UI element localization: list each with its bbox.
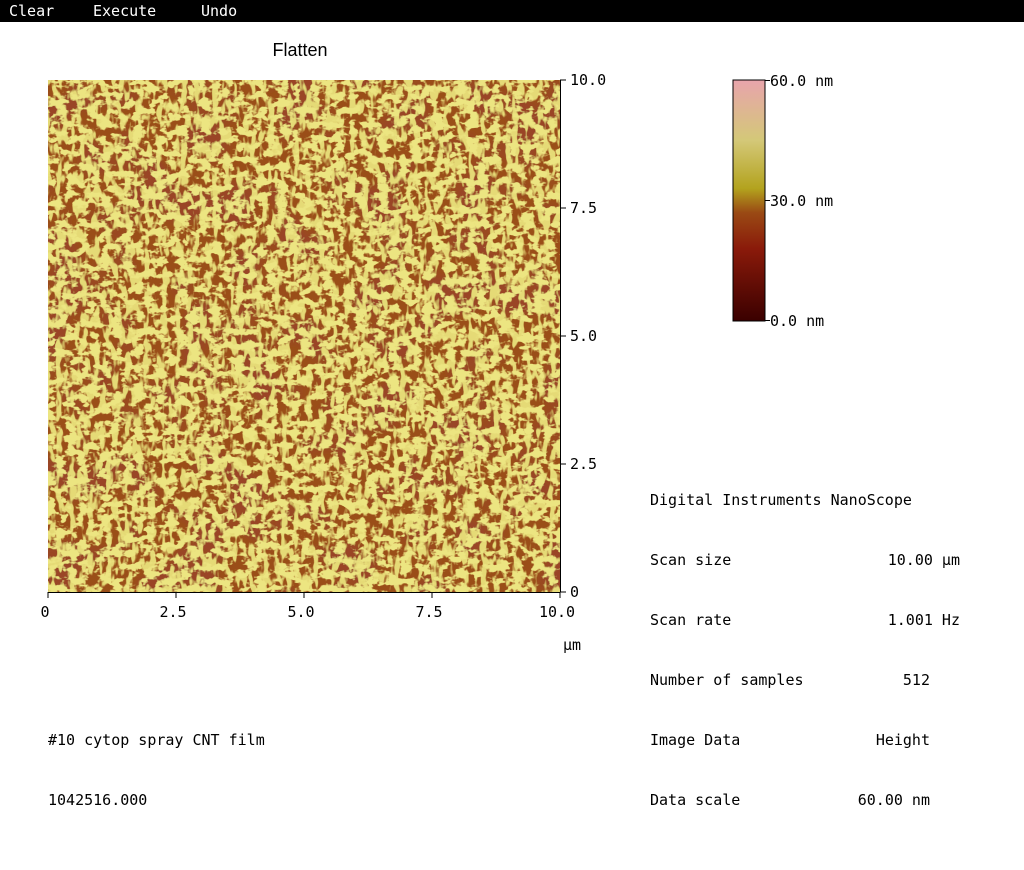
x-tick-label: 7.5 bbox=[415, 603, 442, 621]
info-row: Scan rate 1.001 Hz bbox=[650, 610, 960, 630]
info-header: Digital Instruments NanoScope bbox=[650, 491, 912, 509]
x-tick-label: 10.0 bbox=[539, 603, 575, 621]
color-scale-bar: 60.0 nm 30.0 nm 0.0 nm bbox=[732, 72, 833, 330]
colorbar-min-label: 0.0 nm bbox=[770, 312, 824, 330]
info-value: 1.001 Hz bbox=[887, 611, 960, 629]
x-axis-ticks: 0 2.5 5.0 7.5 10.0 bbox=[40, 592, 575, 621]
colorbar-mid-label: 30.0 nm bbox=[770, 192, 833, 210]
y-tick-label: 5.0 bbox=[570, 327, 597, 345]
info-label: Scan rate bbox=[650, 611, 732, 629]
info-row: Scan size 10.00 µm bbox=[650, 550, 960, 570]
colorbar-max-label: 60.0 nm bbox=[770, 72, 833, 90]
scan-info-panel: Digital Instruments NanoScope Scan size … bbox=[650, 450, 960, 830]
y-tick-label: 0 bbox=[570, 583, 579, 601]
info-label: Data scale bbox=[650, 791, 741, 809]
info-value: Height bbox=[875, 731, 930, 749]
menu-bar: Clear Execute Undo bbox=[0, 0, 1024, 22]
y-tick-label: 10.0 bbox=[570, 71, 606, 89]
menu-undo[interactable]: Undo bbox=[201, 2, 238, 20]
file-caption: #10 cytop spray CNT film 1042516.000 bbox=[48, 690, 265, 830]
x-tick-label: 5.0 bbox=[287, 603, 314, 621]
menu-execute[interactable]: Execute bbox=[93, 2, 157, 20]
info-row: Image Data Height bbox=[650, 730, 960, 750]
info-value: 60.00 nm bbox=[857, 791, 930, 809]
image-title: Flatten bbox=[272, 40, 328, 60]
y-tick-label: 7.5 bbox=[570, 199, 597, 217]
info-row: Data scale 60.00 nm bbox=[650, 790, 960, 810]
afm-height-image bbox=[48, 80, 560, 592]
info-row: Number of samples 512 bbox=[650, 670, 960, 690]
info-value: 10.00 µm bbox=[887, 551, 960, 569]
info-label: Image Data bbox=[650, 731, 741, 749]
menu-clear[interactable]: Clear bbox=[9, 2, 55, 20]
caption-title: #10 cytop spray CNT film bbox=[48, 731, 265, 749]
x-tick-label: 2.5 bbox=[159, 603, 186, 621]
info-label: Scan size bbox=[650, 551, 732, 569]
info-label: Number of samples bbox=[650, 671, 804, 689]
y-tick-label: 2.5 bbox=[570, 455, 597, 473]
info-value: 512 bbox=[902, 671, 930, 689]
afm-plot: 0 2.5 5.0 7.5 10.0 0 2.5 5.0 7.5 10.0 µm 60.0 nm… bbox=[40, 71, 833, 654]
caption-id: 1042516.000 bbox=[48, 791, 148, 809]
x-tick-label: 0 bbox=[40, 603, 49, 621]
y-axis-ticks: 0 2.5 5.0 7.5 10.0 bbox=[560, 71, 606, 601]
x-axis-unit: µm bbox=[563, 636, 581, 654]
